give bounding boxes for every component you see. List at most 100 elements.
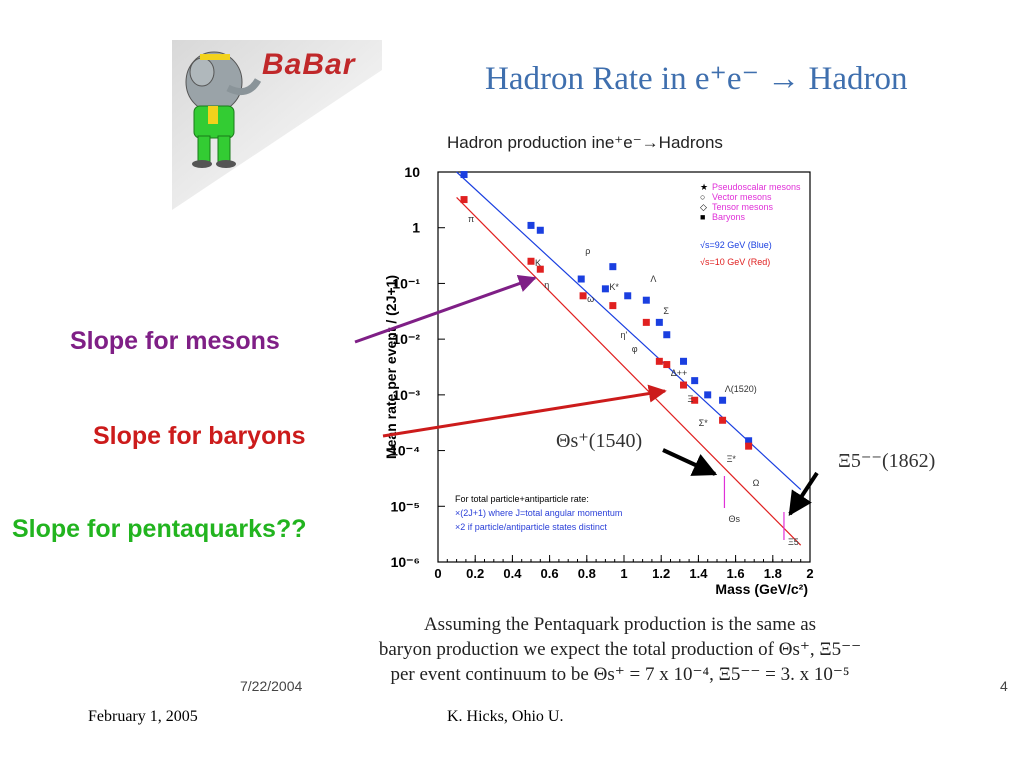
- y-tick-label: 10⁻²: [392, 331, 420, 347]
- particle-label: φ: [632, 344, 638, 354]
- particle-label: Λ: [650, 274, 656, 284]
- x-tick-label: 0.4: [503, 566, 522, 581]
- particle-label: π: [468, 214, 474, 224]
- particle-label: Ξ*: [727, 454, 737, 464]
- data-point-blue: [527, 221, 535, 229]
- data-point-blue: [704, 391, 712, 399]
- note-line-1: Assuming the Pentaquark production is th…: [423, 614, 817, 635]
- legend-symbol: ■: [700, 212, 705, 222]
- legend-symbol: ◇: [700, 202, 707, 212]
- xi-arrow: [788, 471, 819, 517]
- data-point-blue: [691, 377, 699, 385]
- x-tick-label: 0.2: [466, 566, 484, 581]
- particle-label: Ξ5: [788, 537, 799, 547]
- footnote-line: ×2 if particle/antiparticle states disti…: [455, 522, 607, 532]
- data-point-blue: [609, 263, 617, 271]
- footnote-line: ×(2J+1) where J=total angular momentum: [455, 508, 622, 518]
- theta-pentaquark-label: Θs⁺(1540): [556, 430, 643, 452]
- x-tick-label: 2: [806, 566, 813, 581]
- data-point-red: [609, 302, 617, 310]
- data-point-red: [527, 257, 535, 265]
- note-line-2: baryon production we expect the total pr…: [378, 639, 862, 660]
- particle-label: η: [544, 280, 549, 290]
- legend-entry: Baryons: [712, 212, 746, 222]
- data-point-red: [655, 357, 663, 365]
- chart-title: Hadron production ine⁺e⁻→Hadrons: [447, 133, 723, 152]
- y-tick-label: 10: [404, 164, 420, 180]
- particle-label: Ω: [753, 478, 760, 488]
- y-tick-label: 10⁻⁵: [390, 498, 420, 514]
- inner-date: 7/22/2004: [240, 678, 303, 694]
- slide-title: Hadron Rate in e⁺e⁻ → Hadron: [485, 61, 908, 97]
- legend-energy-entry: √s=10 GeV (Red): [700, 257, 770, 267]
- data-point-blue: [719, 396, 727, 404]
- fit-line-red: [456, 196, 802, 546]
- x-tick-label: 1.2: [652, 566, 670, 581]
- x-tick-label: 0: [434, 566, 441, 581]
- production-note: Assuming the Pentaquark production is th…: [330, 612, 910, 687]
- data-point-red: [691, 396, 699, 404]
- x-tick-label: 1: [620, 566, 627, 581]
- particle-label: Θs: [728, 514, 740, 524]
- data-point-blue: [655, 318, 663, 326]
- data-point-blue: [577, 275, 585, 283]
- data-point-red: [536, 265, 544, 273]
- plot-frame: [437, 171, 811, 563]
- x-tick-label: 1.4: [689, 566, 708, 581]
- legend-symbol: ★: [700, 182, 708, 192]
- legend-entry: Tensor mesons: [712, 202, 774, 212]
- y-tick-label: 10⁻³: [392, 387, 420, 403]
- particle-label: Σ*: [699, 418, 709, 428]
- particle-label: K: [535, 258, 541, 268]
- data-point-blue: [536, 226, 544, 234]
- footnote-line: For total particle+antiparticle rate:: [455, 494, 589, 504]
- x-axis-label: Mass (GeV/c²): [715, 581, 808, 597]
- legend-entry: Vector mesons: [712, 192, 772, 202]
- data-point-red: [663, 361, 671, 369]
- x-tick-label: 0.6: [541, 566, 559, 581]
- x-tick-label: 1.8: [764, 566, 782, 581]
- data-point-blue: [601, 285, 609, 293]
- data-point-red: [460, 196, 468, 204]
- data-point-blue: [680, 357, 688, 365]
- particle-label: Λ(1520): [725, 384, 757, 394]
- theta-arrow: [662, 448, 718, 476]
- x-tick-label: 0.8: [578, 566, 596, 581]
- data-point-blue: [642, 296, 650, 304]
- data-point-blue: [460, 171, 468, 179]
- legend-entry: Pseudoscalar mesons: [712, 182, 801, 192]
- baryons-slope-callout: Slope for baryons: [93, 422, 306, 450]
- particle-label: K*: [609, 282, 619, 292]
- data-point-red: [719, 416, 727, 424]
- data-point-blue: [624, 292, 632, 300]
- y-tick-label: 10⁻⁶: [391, 554, 420, 570]
- y-tick-label: 10⁻⁴: [390, 443, 420, 459]
- data-point-blue: [745, 437, 753, 445]
- particle-label: ω: [587, 294, 594, 304]
- data-point-red: [579, 292, 587, 300]
- y-axis-label: Mean rate per event / (2J+1): [383, 275, 399, 459]
- legend-symbol: ○: [700, 192, 705, 202]
- data-point-red: [680, 381, 688, 389]
- footer-date: February 1, 2005: [88, 708, 198, 725]
- babar-logo: [172, 40, 382, 210]
- particle-label: η': [621, 330, 628, 340]
- legend-energy-entry: √s=92 GeV (Blue): [700, 240, 772, 250]
- data-point-blue: [663, 331, 671, 339]
- particle-label: ρ: [585, 246, 590, 256]
- pentaquarks-slope-callout: Slope for pentaquarks??: [12, 515, 307, 543]
- mesons-arrow: [354, 274, 537, 344]
- mesons-slope-callout: Slope for mesons: [70, 327, 280, 355]
- note-line-3: per event continuum to be Θs⁺ = 7 x 10⁻⁴…: [390, 664, 850, 685]
- page-number: 4: [1000, 678, 1008, 694]
- x-tick-label: 1.6: [727, 566, 745, 581]
- footer-author: K. Hicks, Ohio U.: [447, 708, 564, 725]
- particle-label: Δ++: [671, 368, 688, 378]
- babar-logo-text: BaBar: [262, 48, 356, 81]
- xi-pentaquark-label: Ξ5⁻⁻(1862): [838, 450, 936, 472]
- particle-label: Ξ: [688, 394, 694, 404]
- y-tick-label: 10⁻¹: [392, 275, 420, 291]
- data-point-red: [745, 442, 753, 450]
- data-point-red: [642, 318, 650, 326]
- y-tick-label: 1: [412, 220, 420, 236]
